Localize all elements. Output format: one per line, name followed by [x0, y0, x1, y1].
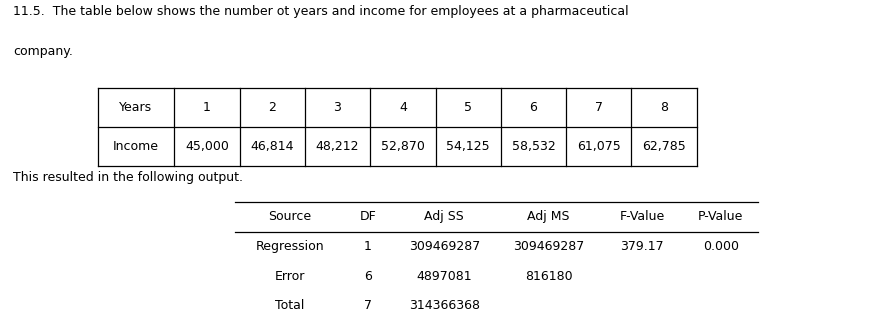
Text: 5: 5: [464, 101, 472, 114]
Text: 1: 1: [203, 101, 211, 114]
Text: 8: 8: [660, 101, 668, 114]
Text: Source: Source: [268, 210, 311, 223]
Text: P-Value: P-Value: [698, 210, 744, 223]
Text: 379.17: 379.17: [620, 240, 665, 253]
Text: 2: 2: [268, 101, 276, 114]
Text: Years: Years: [119, 101, 152, 114]
Text: 3: 3: [334, 101, 341, 114]
Text: 309469287: 309469287: [513, 240, 584, 253]
Text: 11.5.  The table below shows the number ot years and income for employees at a p: 11.5. The table below shows the number o…: [13, 5, 629, 18]
Text: 1: 1: [364, 240, 372, 253]
Text: Adj MS: Adj MS: [528, 210, 570, 223]
Text: Regression: Regression: [255, 240, 324, 253]
Text: 45,000: 45,000: [185, 140, 229, 153]
Text: Total: Total: [275, 300, 304, 312]
Text: 61,075: 61,075: [577, 140, 621, 153]
Text: 4: 4: [399, 101, 407, 114]
Text: 52,870: 52,870: [381, 140, 425, 153]
Text: 0.000: 0.000: [703, 240, 739, 253]
Text: Adj SS: Adj SS: [424, 210, 464, 223]
Text: 54,125: 54,125: [446, 140, 490, 153]
Text: 6: 6: [364, 270, 372, 283]
Text: 62,785: 62,785: [642, 140, 686, 153]
Text: F-Value: F-Value: [620, 210, 665, 223]
Text: company.: company.: [13, 45, 73, 59]
Text: 7: 7: [364, 300, 372, 312]
Text: 6: 6: [530, 101, 537, 114]
Text: 58,532: 58,532: [511, 140, 556, 153]
Text: 7: 7: [595, 101, 603, 114]
Text: Error: Error: [274, 270, 305, 283]
Text: 314366368: 314366368: [408, 300, 480, 312]
Text: 4897081: 4897081: [416, 270, 472, 283]
Text: DF: DF: [360, 210, 376, 223]
Text: 48,212: 48,212: [316, 140, 359, 153]
Text: 46,814: 46,814: [251, 140, 294, 153]
Text: Income: Income: [113, 140, 159, 153]
Text: 816180: 816180: [525, 270, 572, 283]
Text: This resulted in the following output.: This resulted in the following output.: [13, 171, 243, 184]
Text: 309469287: 309469287: [408, 240, 480, 253]
